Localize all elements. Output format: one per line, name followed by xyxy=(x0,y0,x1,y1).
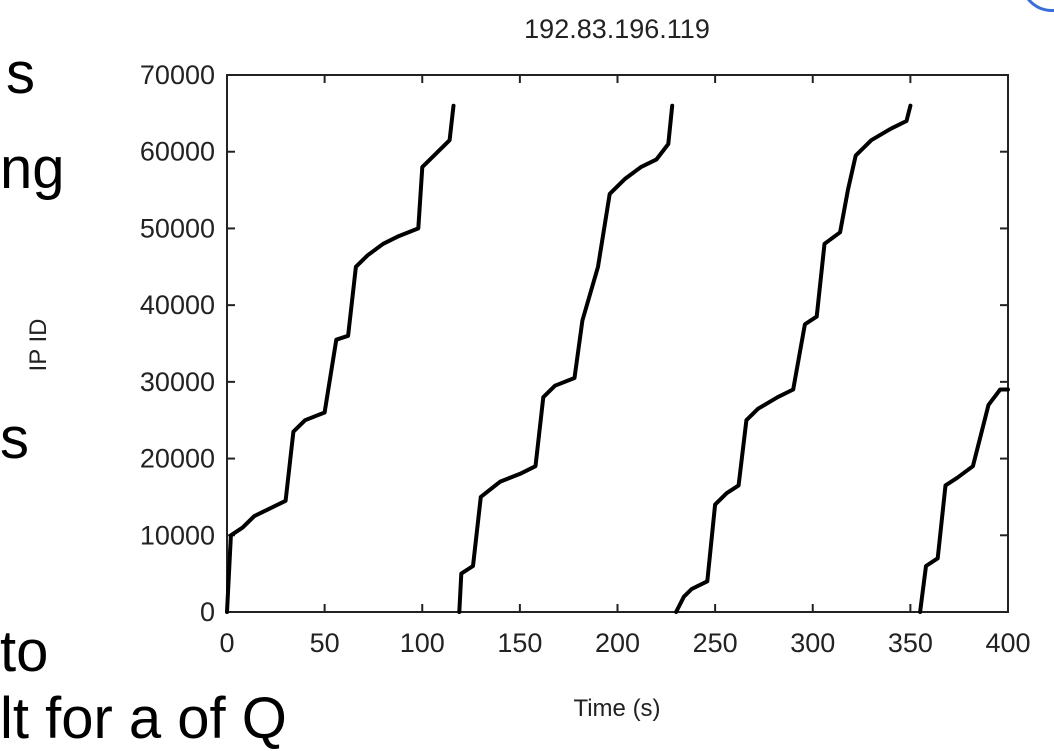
x-tick-label: 0 xyxy=(219,628,234,658)
x-tick-label: 350 xyxy=(888,628,933,658)
y-tick-label: 60000 xyxy=(140,137,215,167)
slide-text-fragment: s xyxy=(0,406,29,471)
slide-text-fragment: ng xyxy=(0,136,65,201)
series-line-2 xyxy=(457,103,675,614)
y-tick-label: 20000 xyxy=(140,444,215,474)
x-tick-label: 250 xyxy=(693,628,738,658)
y-tick-label: 70000 xyxy=(140,60,215,90)
y-tick-label: 0 xyxy=(200,597,215,627)
chart-title: 192.83.196.119 xyxy=(524,14,710,44)
plot-frame xyxy=(226,74,1009,613)
series-line-3 xyxy=(674,103,913,614)
x-tick-label: 400 xyxy=(985,628,1030,658)
x-tick-label: 300 xyxy=(790,628,835,658)
plot-border xyxy=(226,74,1009,613)
y-axis-label: IP ID xyxy=(25,319,52,372)
x-tick-label: 100 xyxy=(400,628,445,658)
y-tick-label: 10000 xyxy=(140,520,215,550)
ipid-chart: 192.83.196.119 0 50 100 150 200 250 300 350 400 … xyxy=(25,14,1031,722)
x-tick-label: 200 xyxy=(595,628,640,658)
x-axis: 0 50 100 150 200 250 300 350 400 xyxy=(219,75,1031,658)
y-tick-label: 40000 xyxy=(140,290,215,320)
y-axis: 0 10000 20000 30000 40000 50000 60000 70000 xyxy=(140,60,1008,627)
x-tick-label: 150 xyxy=(497,628,542,658)
slide-text-fragment: s xyxy=(6,41,35,106)
x-axis-label: Time (s) xyxy=(573,695,660,722)
series-line-4 xyxy=(918,387,1010,614)
series-group xyxy=(225,103,1010,614)
y-tick-label: 50000 xyxy=(140,213,215,243)
slide-text-fragment: to xyxy=(0,619,49,684)
series-line-1 xyxy=(225,103,456,614)
y-tick-label: 30000 xyxy=(140,367,215,397)
x-tick-label: 50 xyxy=(310,628,340,658)
